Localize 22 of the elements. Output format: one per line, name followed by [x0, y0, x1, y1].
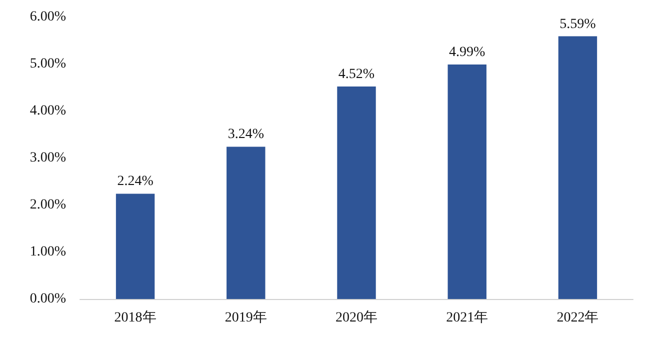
bar [558, 36, 598, 299]
y-tick-label: 4.00% [30, 104, 66, 118]
data-label: 3.24% [228, 127, 264, 142]
data-label: 2.24% [117, 174, 154, 190]
y-tick-label: 3.00% [30, 150, 66, 166]
x-tick-label: 2019年 [224, 310, 267, 326]
bar [116, 194, 155, 299]
x-tick-label: 2020年 [336, 310, 378, 326]
y-tick-label: 2.00% [30, 198, 66, 212]
bar [448, 64, 486, 299]
data-label: 5.59% [560, 16, 596, 32]
bar [226, 146, 266, 299]
x-tick-label: 2018年 [114, 310, 156, 326]
x-tick-label: 2021年 [446, 310, 488, 326]
y-tick-label: 5.00% [30, 56, 66, 72]
y-tick-label: 0.00% [30, 292, 66, 306]
y-tick-label: 1.00% [30, 244, 66, 260]
y-tick-label: 6.00% [30, 10, 66, 24]
data-label: 4.52% [338, 67, 375, 82]
bar [337, 86, 376, 299]
x-tick-label: 2022年 [556, 310, 599, 326]
data-label: 4.99% [449, 44, 486, 60]
